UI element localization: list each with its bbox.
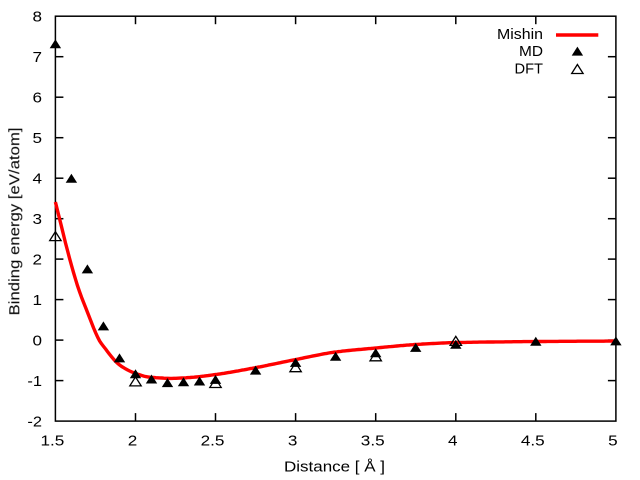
svg-text:1: 1 (33, 292, 43, 309)
svg-text:3: 3 (288, 432, 298, 449)
svg-text:2: 2 (33, 251, 43, 268)
svg-text:Binding energy [eV/atom]: Binding energy [eV/atom] (6, 128, 23, 316)
svg-text:7: 7 (33, 49, 43, 66)
svg-text:4.5: 4.5 (521, 432, 545, 449)
svg-text:3: 3 (33, 211, 43, 228)
svg-text:Mishin: Mishin (497, 26, 543, 43)
svg-text:DFT: DFT (515, 60, 544, 77)
svg-text:5: 5 (33, 130, 43, 147)
svg-text:-2: -2 (27, 413, 42, 430)
svg-text:6: 6 (33, 89, 43, 106)
svg-text:4: 4 (448, 432, 458, 449)
svg-text:4: 4 (33, 170, 43, 187)
svg-text:MD: MD (519, 43, 543, 60)
svg-text:1.5: 1.5 (41, 432, 65, 449)
svg-text:Distance [ Å ]: Distance [ Å ] (284, 459, 385, 476)
svg-text:5: 5 (608, 432, 618, 449)
svg-text:2: 2 (128, 432, 138, 449)
svg-text:3.5: 3.5 (361, 432, 385, 449)
svg-text:8: 8 (33, 8, 43, 25)
svg-text:2.5: 2.5 (201, 432, 225, 449)
svg-text:0: 0 (33, 332, 43, 349)
svg-text:-1: -1 (27, 373, 42, 390)
